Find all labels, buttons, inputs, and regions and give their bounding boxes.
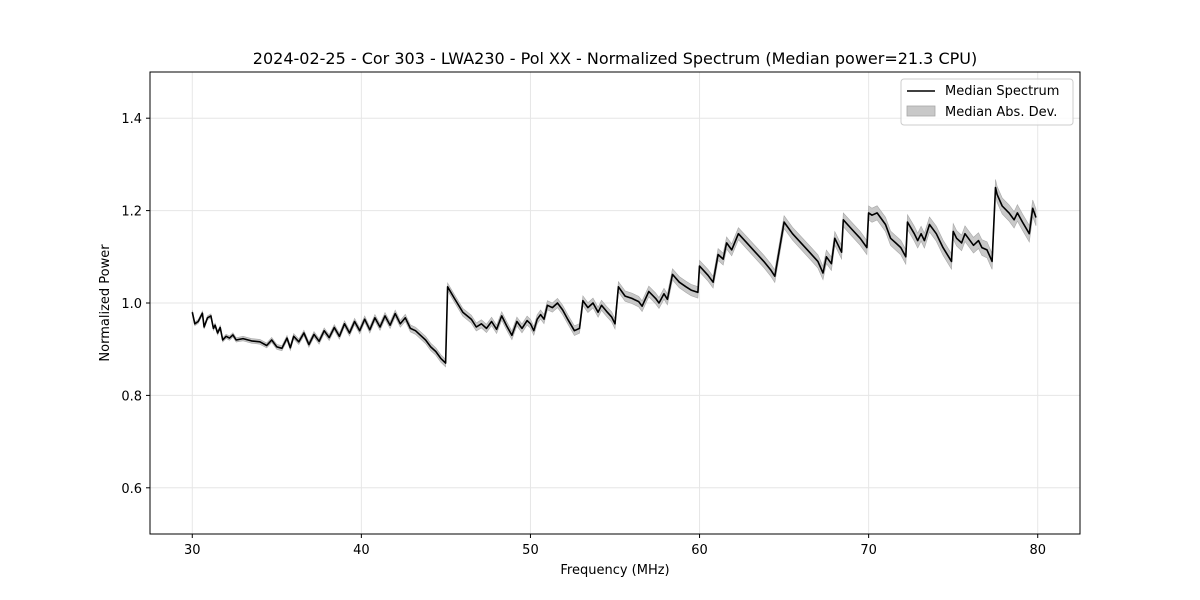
- legend-label-mad: Median Abs. Dev.: [945, 105, 1057, 120]
- spectrum-chart: 2024-02-25 - Cor 303 - LWA230 - Pol XX -…: [0, 0, 1200, 600]
- x-tick-label: 80: [1029, 543, 1046, 558]
- grid-lines: [150, 72, 1080, 534]
- y-tick-label: 0.6: [121, 482, 142, 497]
- y-tick-label: 0.8: [121, 389, 142, 404]
- y-axis-ticks: 0.6 0.8 1.0 1.2 1.4: [121, 112, 150, 497]
- y-axis-label: Normalized Power: [98, 244, 113, 362]
- legend-band-swatch: [907, 106, 935, 116]
- median-line-layer: [192, 188, 1036, 364]
- median-spectrum-line: [192, 188, 1036, 364]
- x-tick-label: 40: [353, 543, 370, 558]
- x-tick-label: 60: [691, 543, 708, 558]
- legend-label-median-spectrum: Median Spectrum: [945, 84, 1059, 99]
- y-tick-label: 1.4: [121, 112, 142, 127]
- chart-title: 2024-02-25 - Cor 303 - LWA230 - Pol XX -…: [253, 49, 977, 68]
- y-tick-label: 1.0: [121, 297, 142, 312]
- chart-legend: Median Spectrum Median Abs. Dev.: [901, 79, 1073, 125]
- x-tick-label: 70: [860, 543, 877, 558]
- mad-band-layer: [192, 180, 1036, 367]
- x-axis-ticks: 30 40 50 60 70 80: [184, 534, 1046, 558]
- x-tick-label: 50: [522, 543, 539, 558]
- x-axis-label: Frequency (MHz): [560, 563, 669, 578]
- y-tick-label: 1.2: [121, 205, 142, 220]
- mad-band: [192, 180, 1036, 367]
- x-tick-label: 30: [184, 543, 201, 558]
